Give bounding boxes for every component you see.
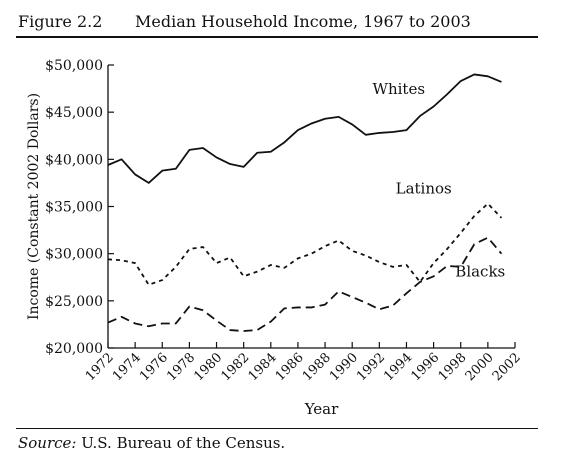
figure-header: Figure 2.2 Median Household Income, 1967… xyxy=(18,10,538,36)
figure-source: Source: U.S. Bureau of the Census. xyxy=(18,434,285,452)
y-tick-label: $40,000 xyxy=(45,152,103,168)
x-tick-label: 1988 xyxy=(300,350,334,384)
x-tick-label: 1992 xyxy=(354,350,388,384)
y-tick-label: $25,000 xyxy=(45,294,103,310)
series-label-blacks: Blacks xyxy=(455,262,505,280)
x-tick-label: 1980 xyxy=(191,350,225,384)
series-line-blacks xyxy=(107,236,503,332)
x-tick-label: 2000 xyxy=(463,350,497,384)
x-tick-label: 1998 xyxy=(436,350,470,384)
source-label: Source: xyxy=(18,434,77,452)
y-tick-label: $35,000 xyxy=(45,200,103,216)
y-tick-label: $20,000 xyxy=(45,341,103,357)
x-tick-label: 1978 xyxy=(164,350,198,384)
x-tick-label: 1990 xyxy=(327,350,361,384)
y-tick-label: $30,000 xyxy=(45,247,103,263)
footer-rule xyxy=(16,428,538,429)
series-line-whites xyxy=(107,73,502,184)
x-tick-label: 1974 xyxy=(110,350,144,384)
income-line-chart: $20,000 $25,000 $30,000 $35,000 $40,000 $45,0… xyxy=(26,58,524,418)
y-tick-label: $45,000 xyxy=(45,105,103,121)
x-tick-label: 1986 xyxy=(273,350,307,384)
x-tick-label: 1982 xyxy=(218,350,252,384)
series-line-latinos xyxy=(107,202,503,286)
series-label-whites: Whites xyxy=(373,80,425,98)
series-label-latinos: Latinos xyxy=(396,179,452,197)
plot-area: $20,000 $25,000 $30,000 $35,000 $40,000 $45,0… xyxy=(26,58,524,418)
source-text: U.S. Bureau of the Census. xyxy=(81,434,286,452)
figure-title: Median Household Income, 1967 to 2003 xyxy=(135,12,471,31)
figure-number: Figure 2.2 xyxy=(18,12,103,31)
x-tick-label: 1976 xyxy=(137,350,171,384)
x-tick-label: 1994 xyxy=(381,350,415,384)
y-axis-title: Income (Constant 2002 Dollars) xyxy=(26,93,42,320)
x-axis-title: Year xyxy=(304,400,339,418)
x-tick-label: 1984 xyxy=(246,350,280,384)
x-tick-label: 1996 xyxy=(408,350,442,384)
header-rule xyxy=(16,36,538,38)
y-tick-label: $50,000 xyxy=(45,58,103,74)
x-tick-label: 2002 xyxy=(490,350,524,384)
